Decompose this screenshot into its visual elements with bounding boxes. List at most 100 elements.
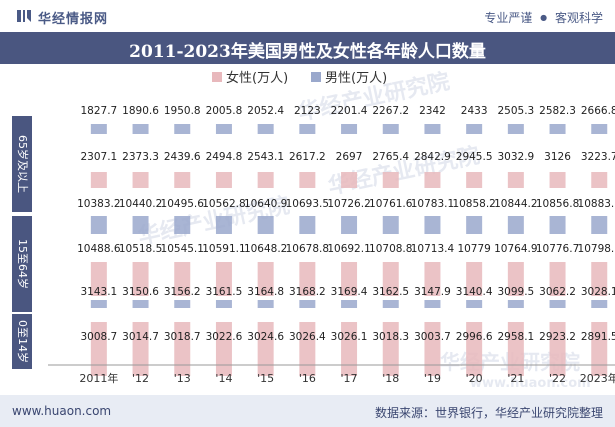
group-label: 15至64岁 xyxy=(16,239,30,289)
chart-title: 2011-2023年美国男性及女性各年龄人口数量 xyxy=(129,42,486,62)
data-label: 10640.9 xyxy=(244,198,287,210)
bar xyxy=(90,172,107,188)
group-panel xyxy=(12,116,32,212)
data-label: 10713.4 xyxy=(411,243,455,255)
chart: 华经产业研究院华经产业研究院华经产业研究院华经产业研究院www.huaon.co… xyxy=(12,68,615,391)
data-label: 3032.9 xyxy=(497,151,534,163)
data-label: 10798.3 xyxy=(578,243,615,255)
bar xyxy=(341,262,358,296)
data-label: 3022.6 xyxy=(206,331,243,343)
x-tick-label: '12 xyxy=(132,372,149,385)
bar xyxy=(174,216,191,234)
logo-icon xyxy=(17,10,31,22)
data-label: 3143.1 xyxy=(80,286,117,298)
data-label: 2958.1 xyxy=(497,331,534,343)
bar xyxy=(299,322,316,376)
bar xyxy=(174,262,191,296)
bar xyxy=(299,262,316,296)
x-tick-label: '17 xyxy=(341,372,358,385)
data-label: 3008.7 xyxy=(80,331,117,343)
bar xyxy=(257,124,274,134)
data-label: 2201.4 xyxy=(331,105,368,117)
data-label: 10383.2 xyxy=(77,198,120,210)
bar xyxy=(90,124,107,134)
bar xyxy=(466,216,483,234)
data-label: 10761.6 xyxy=(369,198,413,210)
bar xyxy=(507,262,524,296)
bar xyxy=(507,216,524,234)
data-label: 1890.6 xyxy=(122,105,159,117)
bar xyxy=(215,262,232,296)
x-tick-label: '14 xyxy=(215,372,232,385)
bar xyxy=(341,216,358,234)
x-tick-label: '16 xyxy=(299,372,316,385)
data-label: 1950.8 xyxy=(164,105,201,117)
bar xyxy=(382,300,399,308)
data-label: 2433 xyxy=(461,105,488,117)
bar xyxy=(132,300,149,308)
data-label: 2617.2 xyxy=(289,151,326,163)
data-label: 10783.1 xyxy=(411,198,454,210)
data-label: 3164.8 xyxy=(247,286,284,298)
data-label: 3014.7 xyxy=(122,331,159,343)
data-label: 3024.6 xyxy=(247,331,284,343)
bar xyxy=(132,172,149,188)
data-label: 3099.5 xyxy=(497,286,534,298)
x-tick-label: '22 xyxy=(549,372,566,385)
data-label: 10488.6 xyxy=(77,243,121,255)
legend-label-female: 女性(万人) xyxy=(226,70,288,86)
data-label: 3026.4 xyxy=(289,331,326,343)
bar xyxy=(382,322,399,376)
data-label: 3018.3 xyxy=(372,331,409,343)
bar xyxy=(591,124,608,134)
x-tick-label: '20 xyxy=(466,372,483,385)
data-label: 3062.2 xyxy=(539,286,576,298)
bar xyxy=(466,262,483,296)
data-label: 2842.9 xyxy=(414,151,451,163)
bar xyxy=(424,262,441,296)
bar xyxy=(257,216,274,234)
legend-swatch-male xyxy=(311,72,321,82)
bar xyxy=(257,322,274,376)
header-bar: 华经情报网 专业严谨 ● 客观科学 xyxy=(0,0,615,32)
data-label: 3140.4 xyxy=(456,286,493,298)
bar xyxy=(341,124,358,134)
data-label: 10495.6 xyxy=(161,198,205,210)
bar xyxy=(341,172,358,188)
data-label: 10648.2 xyxy=(244,243,287,255)
bar xyxy=(382,262,399,296)
data-label: 2891.5 xyxy=(581,331,615,343)
data-label: 10518.5 xyxy=(119,243,162,255)
data-label: 3147.9 xyxy=(414,286,451,298)
data-label: 2494.8 xyxy=(206,151,243,163)
bar xyxy=(507,172,524,188)
bar xyxy=(341,322,358,376)
x-tick-label: '13 xyxy=(174,372,191,385)
legend-label-male: 男性(万人) xyxy=(325,71,387,86)
data-label: 3156.2 xyxy=(164,286,201,298)
data-label: 2543.1 xyxy=(247,151,284,163)
group-label: 0至14岁 xyxy=(16,320,30,363)
x-tick-label: 2023年 xyxy=(580,371,615,385)
footer-source: 数据来源：世界银行，华经产业研究院整理 xyxy=(374,406,603,420)
tagline-separator: ● xyxy=(540,13,548,22)
data-label: 2123 xyxy=(294,105,321,117)
group-panel xyxy=(12,314,32,369)
bar xyxy=(215,124,232,134)
bar xyxy=(299,172,316,188)
bar xyxy=(215,172,232,188)
bar xyxy=(549,172,566,188)
tagline-part-2: 客观科学 xyxy=(554,11,603,25)
data-label: 3223.7 xyxy=(581,151,615,163)
bar xyxy=(174,300,191,308)
x-tick-label: '15 xyxy=(257,372,274,385)
data-label: 3126 xyxy=(544,151,571,163)
bar xyxy=(424,216,441,234)
group-label: 65岁及以上 xyxy=(16,135,30,193)
data-label: 10776.7 xyxy=(536,243,579,255)
bar xyxy=(257,262,274,296)
bar xyxy=(341,300,358,308)
data-label: 10591.1 xyxy=(202,243,245,255)
bar xyxy=(507,300,524,308)
tagline-part-1: 专业严谨 xyxy=(484,11,533,25)
